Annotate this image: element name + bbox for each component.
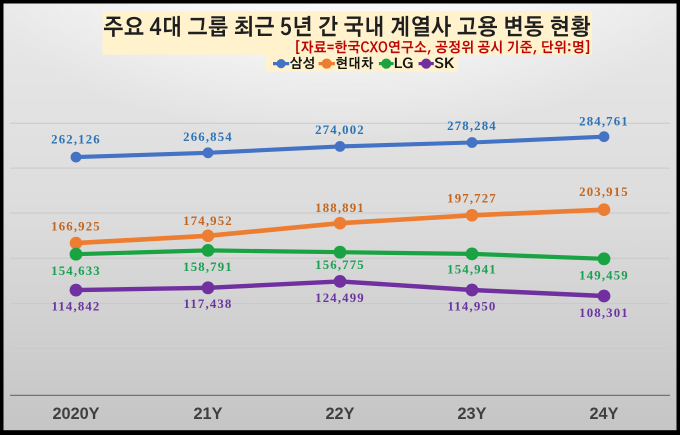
svg-text:154,941: 154,941 — [447, 263, 497, 277]
svg-text:114,950: 114,950 — [448, 300, 497, 314]
svg-text:124,499: 124,499 — [315, 291, 365, 305]
svg-text:154,633: 154,633 — [51, 264, 101, 278]
svg-text:114,842: 114,842 — [52, 299, 101, 313]
svg-text:278,284: 278,284 — [447, 119, 497, 133]
svg-text:149,459: 149,459 — [579, 269, 629, 283]
svg-text:262,126: 262,126 — [51, 133, 101, 147]
svg-text:203,915: 203,915 — [579, 185, 629, 199]
svg-text:166,925: 166,925 — [51, 220, 101, 234]
svg-text:117,438: 117,438 — [184, 297, 233, 311]
svg-text:24Y: 24Y — [590, 405, 619, 423]
svg-text:158,791: 158,791 — [183, 260, 233, 274]
svg-text:266,854: 266,854 — [183, 130, 233, 144]
svg-text:23Y: 23Y — [458, 405, 487, 423]
svg-text:2020Y: 2020Y — [52, 405, 99, 423]
svg-text:284,761: 284,761 — [579, 114, 629, 128]
svg-text:197,727: 197,727 — [447, 191, 497, 205]
svg-text:108,301: 108,301 — [579, 306, 629, 320]
svg-text:21Y: 21Y — [194, 405, 223, 423]
svg-text:174,952: 174,952 — [183, 214, 233, 228]
svg-text:274,002: 274,002 — [315, 123, 365, 137]
svg-text:188,891: 188,891 — [315, 201, 365, 215]
svg-text:156,775: 156,775 — [315, 258, 365, 272]
svg-text:22Y: 22Y — [326, 405, 355, 423]
